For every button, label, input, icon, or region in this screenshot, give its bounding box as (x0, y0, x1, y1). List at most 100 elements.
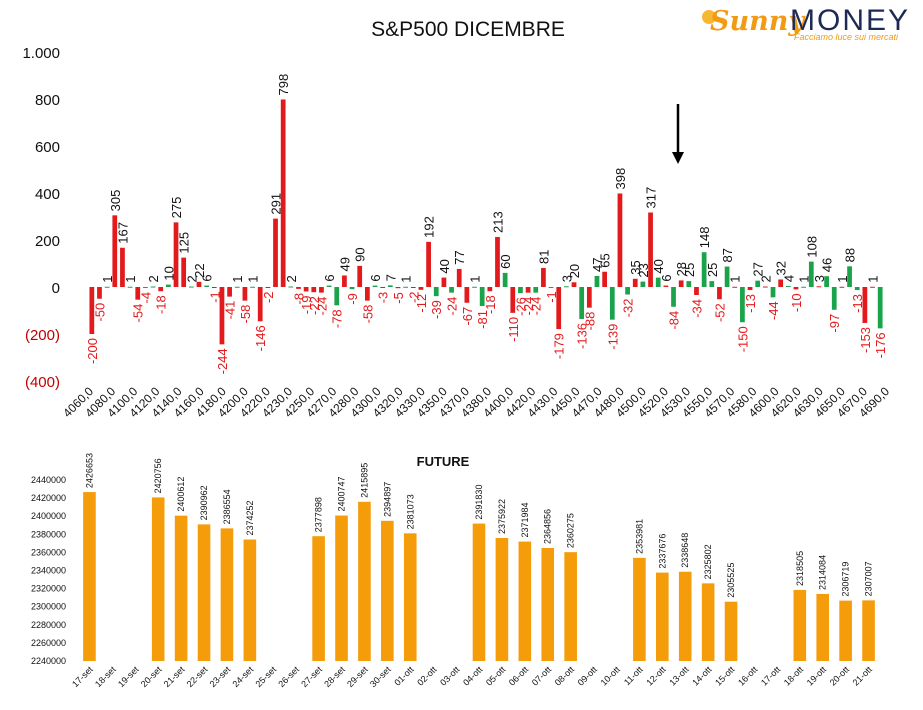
x-tick-label: 18-ott (782, 664, 806, 688)
data-label: -24 (314, 297, 329, 316)
data-label: -32 (621, 299, 636, 318)
data-label: 2306719 (841, 562, 851, 597)
x-tick-label: 21-ott (851, 664, 875, 688)
bar (150, 286, 156, 288)
bar (188, 286, 194, 288)
bar (334, 287, 340, 306)
bar (541, 267, 546, 287)
bar (472, 286, 477, 288)
bar (403, 286, 409, 288)
x-tick-label: 22-set (185, 664, 210, 689)
bar (548, 287, 554, 288)
data-label: 2390962 (199, 485, 209, 520)
y-tick-label: 2320000 (31, 584, 66, 594)
x-tick-label: 25-set (253, 664, 278, 689)
y-tick-label: 2360000 (31, 547, 66, 557)
data-label: 2 (758, 275, 773, 282)
bar (151, 497, 165, 661)
bar (656, 572, 669, 661)
bar (586, 287, 592, 308)
data-label: -22 (307, 296, 322, 315)
data-label: 25 (705, 263, 720, 277)
data-label: 2386554 (222, 489, 232, 524)
data-label: 2314084 (818, 555, 828, 590)
bar (280, 99, 286, 287)
bar (839, 600, 852, 661)
data-label: 1 (835, 276, 850, 283)
x-tick-label: 06-ott (507, 664, 531, 688)
y-tick-label: 2280000 (31, 620, 66, 630)
data-label: -2 (406, 291, 421, 303)
bar (495, 236, 500, 287)
bar (211, 287, 217, 288)
y-tick-label: 0 (52, 280, 60, 297)
data-label: 20 (567, 264, 582, 278)
x-tick-label: 27-set (299, 664, 324, 689)
data-label: -67 (460, 307, 475, 326)
data-label: -179 (552, 333, 567, 359)
data-label: -54 (131, 304, 146, 323)
bar (335, 515, 348, 661)
data-label: -5 (391, 292, 406, 304)
y-tick-label: 600 (35, 139, 60, 156)
data-label: -10 (789, 293, 804, 312)
data-label: 2426653 (84, 453, 94, 488)
bar (824, 276, 829, 287)
bar (502, 272, 508, 287)
x-tick-label: 09-ott (576, 664, 600, 688)
data-label: -44 (766, 301, 781, 320)
bar (839, 286, 845, 288)
data-label: 22 (192, 263, 207, 277)
data-label: 1 (866, 276, 881, 283)
data-label: -18 (483, 295, 498, 314)
y-tick-label: 1.000 (22, 45, 60, 62)
sunny-money-logo: Sunny MONEY Facciamo luce sui mercati (702, 4, 917, 44)
y-tick-label: (400) (25, 374, 60, 391)
data-label: -200 (85, 338, 100, 364)
chart2-title: FUTURE (417, 454, 470, 469)
data-label: 1 (797, 276, 812, 283)
x-tick-label: 15-ott (713, 664, 737, 688)
x-tick-label: 28-set (322, 664, 347, 689)
bar (234, 286, 240, 288)
y-tick-label: 2420000 (31, 493, 66, 503)
bar (740, 287, 745, 323)
bar (265, 287, 271, 288)
data-label: 6 (322, 274, 337, 281)
data-label: 2 (284, 275, 299, 282)
data-label: 88 (843, 248, 858, 262)
bar (717, 287, 722, 300)
data-label: -39 (429, 300, 444, 319)
x-tick-label: 17-set (70, 664, 95, 689)
data-label: 2325802 (703, 544, 713, 579)
data-label: -136 (575, 323, 590, 349)
data-label: 275 (169, 197, 184, 219)
data-label: -52 (712, 303, 727, 322)
bar (380, 287, 386, 288)
bar (495, 537, 509, 661)
bar (701, 583, 715, 661)
bar (196, 281, 202, 287)
bar (594, 275, 600, 287)
bar (303, 287, 309, 292)
x-tick-label: 01-ott (392, 664, 416, 688)
data-label: 148 (697, 227, 712, 249)
data-label: 87 (720, 248, 735, 262)
bar (220, 528, 234, 661)
data-label: -4 (138, 292, 153, 304)
x-tick-label: 20-set (139, 664, 164, 689)
data-label: -244 (215, 348, 230, 374)
x-tick-label: 30-set (368, 664, 393, 689)
bar (165, 284, 171, 287)
bar (793, 589, 807, 661)
bar (533, 287, 539, 293)
bar (785, 286, 791, 288)
bar (762, 286, 768, 288)
bar (288, 286, 294, 288)
data-label: 1 (246, 276, 261, 283)
data-label: -24 (529, 297, 544, 316)
data-label: -84 (667, 311, 682, 330)
data-label: 305 (108, 190, 123, 212)
data-label: 25 (682, 263, 697, 277)
data-label: -176 (873, 332, 888, 358)
